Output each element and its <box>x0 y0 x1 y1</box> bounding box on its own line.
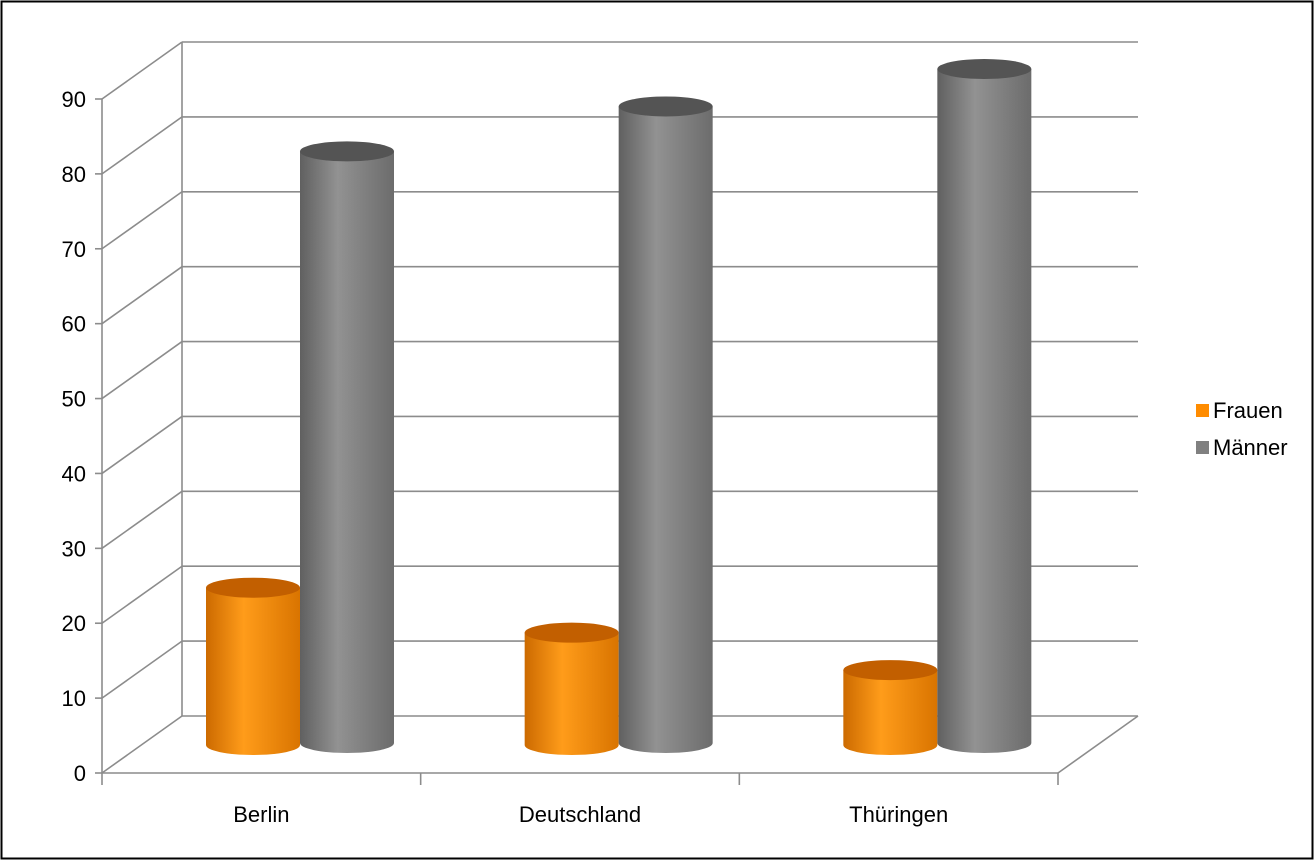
x-tick-label: Deutschland <box>519 802 641 827</box>
bar-top <box>206 577 300 598</box>
bar-top <box>618 96 713 117</box>
bar-body <box>937 69 1032 753</box>
gridline-side <box>101 715 183 774</box>
bar-männer-thüringen <box>937 59 1032 753</box>
bar-body <box>524 632 619 755</box>
legend-label: Männer <box>1213 435 1288 460</box>
y-tick-label: 50 <box>62 387 86 412</box>
bar-body <box>300 151 394 753</box>
gridline-side <box>101 490 183 549</box>
y-tick-label: 90 <box>62 87 86 112</box>
bar-top <box>524 622 619 643</box>
legend-layer: Frauen Männer <box>1196 398 1288 460</box>
axis-layer: 0 10 20 30 40 50 60 70 80 90 Berlin Deutschland Thür… <box>62 87 1059 827</box>
y-tick-label: 80 <box>62 162 86 187</box>
bar-top <box>937 59 1032 79</box>
y-tick-label: 30 <box>62 536 86 561</box>
y-tick-label: 10 <box>62 686 86 711</box>
bar-body <box>618 106 713 753</box>
bar-männer-deutschland <box>618 96 713 753</box>
bar-top <box>300 141 394 162</box>
bar-frauen-berlin <box>206 577 300 755</box>
legend-swatch <box>1196 441 1209 454</box>
gridline-side <box>101 116 183 175</box>
gridline-side <box>101 340 183 400</box>
bar-top <box>843 660 938 681</box>
bar-body <box>843 670 938 755</box>
x-tick-label: Berlin <box>233 802 289 827</box>
gridline-side <box>101 191 183 250</box>
bar-frauen-thüringen <box>843 660 938 755</box>
bar-männer-berlin <box>300 141 394 753</box>
gridline-side <box>101 415 183 475</box>
gridline-side <box>101 640 183 699</box>
legend-swatch <box>1196 404 1209 417</box>
bars-layer <box>206 59 1032 755</box>
bar-body <box>206 587 300 755</box>
gridline-side <box>101 266 183 325</box>
floor-right-edge <box>1057 715 1139 774</box>
legend-item-männer: Männer <box>1196 435 1288 460</box>
y-tick-label: 60 <box>62 312 86 337</box>
y-tick-label: 0 <box>74 761 86 786</box>
x-tick-label: Thüringen <box>849 802 948 827</box>
y-tick-label: 40 <box>62 461 86 486</box>
legend-item-frauen: Frauen <box>1196 398 1283 423</box>
bar-frauen-deutschland <box>524 622 619 755</box>
y-tick-label: 70 <box>62 237 86 262</box>
y-tick-label: 20 <box>62 611 86 636</box>
gridline-side <box>101 41 183 100</box>
gridline-side <box>101 565 183 624</box>
legend-label: Frauen <box>1213 398 1283 423</box>
